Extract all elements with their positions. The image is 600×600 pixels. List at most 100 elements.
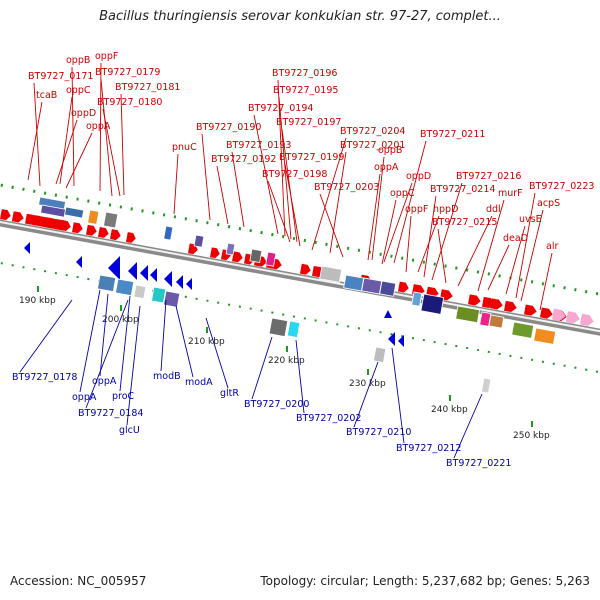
reverse-gene-arrow: [388, 332, 395, 346]
forward-label-leader: [423, 195, 437, 278]
forward-gene-arrow: [59, 220, 71, 231]
gene-feature-box: [373, 346, 387, 364]
reverse-label-leader: [391, 347, 405, 444]
forward-gene-label: BT9727_0194: [248, 103, 313, 114]
forward-gene-label: BT9727_0192: [211, 154, 276, 165]
gene-feature-box: [533, 327, 557, 345]
reverse-gene-arrow: [164, 271, 172, 287]
forward-label-leader: [102, 108, 121, 197]
forward-gene-arrow-pink: [551, 308, 566, 321]
ruler-tick: [286, 346, 288, 352]
forward-gene-arrow: [524, 304, 537, 316]
forward-gene-arrow: [85, 224, 97, 236]
accession-text: Accession: NC_005957: [10, 574, 147, 588]
reverse-label-leader: [160, 299, 167, 372]
forward-gene-label: oppB: [66, 55, 90, 66]
ruler-label: 230 kbp: [349, 379, 386, 389]
reverse-gene-arrow: [384, 310, 392, 318]
forward-gene-arrow: [539, 307, 553, 319]
reverse-label-leader: [251, 336, 273, 400]
forward-label-leader: [231, 151, 245, 228]
ruler-tick: [206, 327, 208, 333]
ruler-label: 240 kbp: [431, 405, 468, 415]
gene-feature-box: [343, 274, 365, 292]
forward-gene-label: BT9727_0211: [420, 129, 485, 140]
forward-label-leader: [539, 252, 553, 311]
forward-label-leader: [393, 140, 427, 264]
forward-label-leader: [173, 153, 179, 215]
ruler-label: 210 kbp: [188, 337, 225, 347]
forward-gene-label: BT9727_0171: [28, 71, 93, 82]
forward-gene-label: oppA: [86, 121, 111, 132]
forward-gene-label: BT9727_0181: [115, 82, 180, 93]
forward-label-leader: [278, 96, 292, 240]
forward-gene-label: oppF: [95, 51, 118, 62]
forward-label-leader: [405, 215, 412, 273]
gene-feature-box: [319, 265, 343, 283]
forward-label-leader: [201, 133, 211, 221]
ruler-label: 190 kbp: [19, 296, 56, 306]
forward-gene-label: oppC: [66, 85, 91, 96]
forward-label-leader: [477, 199, 505, 292]
gene-feature-box: [268, 317, 289, 338]
forward-label-leader: [381, 199, 397, 265]
forward-label-leader: [311, 137, 347, 251]
gene-feature-box: [420, 293, 445, 315]
reverse-gene-label: BT9727_0200: [244, 399, 309, 410]
gene-feature-box: [361, 277, 383, 295]
forward-gene-label: BT9727_0197: [276, 117, 341, 128]
gene-feature-box: [163, 225, 174, 241]
forward-gene-arrow: [300, 263, 311, 275]
forward-gene-label: oppA: [374, 162, 399, 173]
forward-gene-label: alr: [546, 241, 558, 252]
ruler-tick: [37, 286, 39, 292]
gene-feature-box: [249, 248, 263, 264]
forward-gene-label: uvsE: [519, 214, 542, 225]
forward-gene-label: BT9727_0179: [95, 67, 160, 78]
reverse-label-leader: [353, 361, 379, 428]
forward-gene-label: BT9727_0203: [314, 182, 379, 193]
forward-gene-label: oppB: [378, 145, 402, 156]
reverse-gene-arrow: [76, 256, 82, 268]
forward-gene-label: BT9727_0180: [97, 97, 162, 108]
reverse-label-leader: [175, 305, 194, 378]
forward-gene-arrow: [45, 217, 57, 229]
gene-feature-box: [225, 242, 236, 256]
forward-gene-label: BT9727_0198: [262, 169, 327, 180]
forward-gene-arrow: [72, 222, 83, 234]
reverse-gene-label: BT9727_0210: [346, 427, 411, 438]
gene-feature-box: [163, 290, 181, 308]
gene-feature-box: [411, 291, 423, 307]
gene-feature-box: [265, 251, 277, 267]
forward-label-leader: [329, 151, 347, 254]
forward-gene-label: deaD: [503, 233, 528, 244]
reverse-gene-label: oppA: [72, 392, 97, 403]
reverse-gene-label: BT9727_0212: [396, 443, 461, 454]
reverse-label-leader: [19, 299, 73, 373]
forward-gene-label: BT9727_0195: [273, 85, 338, 96]
reverse-label-leader: [85, 299, 129, 409]
forward-gene-arrow: [126, 232, 136, 243]
gene-feature-box: [87, 209, 100, 225]
forward-gene-label: oppD: [71, 108, 96, 119]
ruler-label: 220 kbp: [268, 356, 305, 366]
reverse-gene-arrow: [108, 256, 120, 280]
forward-label-leader: [100, 78, 113, 197]
gene-feature-box: [481, 377, 492, 394]
forward-label-leader: [216, 165, 229, 225]
forward-label-leader: [27, 101, 43, 181]
map-title: Bacillus thuringiensis serovar konkukian…: [99, 9, 501, 24]
forward-gene-arrow: [110, 229, 121, 241]
forward-gene-label: BT9727_0204: [340, 126, 405, 137]
forward-gene-arrow: [210, 247, 220, 259]
gene-feature-box: [379, 280, 397, 297]
ruler-tick: [449, 395, 451, 401]
reverse-gene-label: BT9727_0221: [446, 458, 511, 469]
reverse-label-leader: [453, 393, 483, 459]
ruler-tick: [367, 369, 369, 375]
forward-gene-label: oppF: [405, 204, 428, 215]
forward-label-leader: [55, 119, 78, 185]
reverse-gene-arrow: [398, 335, 404, 347]
forward-label-leader: [65, 132, 93, 189]
